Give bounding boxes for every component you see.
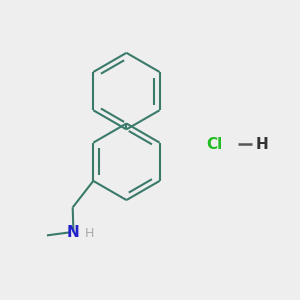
Text: H: H — [256, 136, 268, 152]
Text: H: H — [85, 227, 94, 240]
Text: N: N — [67, 225, 80, 240]
Text: Cl: Cl — [207, 136, 223, 152]
